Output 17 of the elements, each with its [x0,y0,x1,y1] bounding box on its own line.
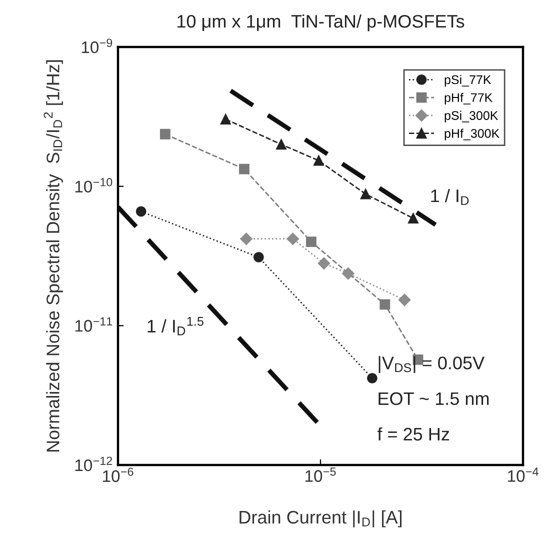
legend-label: pHf_300K [444,128,500,140]
annotation: f = 25 Hz [377,427,450,441]
annotation: |V$_{DS}$| = 0.05V [378,356,485,374]
annotation: 1 / I$_{D}$ [431,188,469,205]
x-tick-label: 10$^{−5}$ [306,468,336,482]
x-tick-label: 10$^{−4}$ [508,468,538,482]
y-tick-label: 10$^{−9}$ [82,38,112,54]
annotation: 1 / I$_{D}$$^{1.5}$ [148,316,204,336]
x-axis-title: Drain Current |I$_{D}$| [A] [240,510,402,528]
legend-label: pSi_300K [444,110,498,122]
y-tick-label: 10$^{−10}$ [75,178,112,193]
chart-title: 10 μm x 1μm TiN-TaN/ p-MOSFETs [178,14,464,32]
legend-label: pSi_77K [444,74,492,87]
y-axis-title: Normalized Noise Spectral Density S$_{ID}$/I$_{D}$$^{2}$ [1/Hz] [44,60,63,452]
annotation: EOT ~ 1.5 nm [378,392,489,406]
y-tick-label: 10$^{−11}$ [75,317,112,332]
legend-label: pHf_77K [444,92,493,105]
